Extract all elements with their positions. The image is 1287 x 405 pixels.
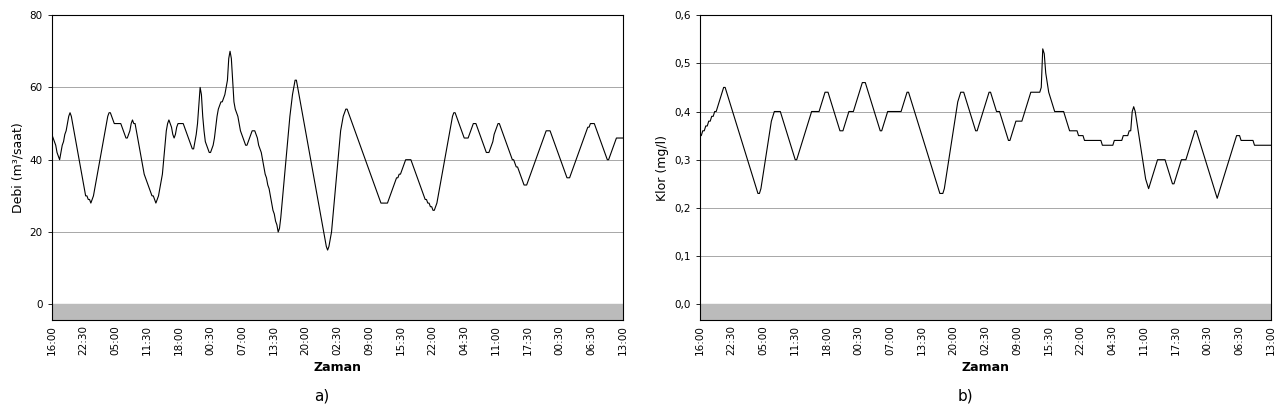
Y-axis label: Debi (m³/saat): Debi (m³/saat) [12,122,24,213]
X-axis label: Zaman: Zaman [313,360,362,374]
Y-axis label: Klor (mg/l): Klor (mg/l) [655,135,669,200]
Text: b): b) [958,389,973,404]
X-axis label: Zaman: Zaman [961,360,1009,374]
Bar [51,304,623,320]
Text: a): a) [314,389,329,404]
Bar [700,304,1270,320]
